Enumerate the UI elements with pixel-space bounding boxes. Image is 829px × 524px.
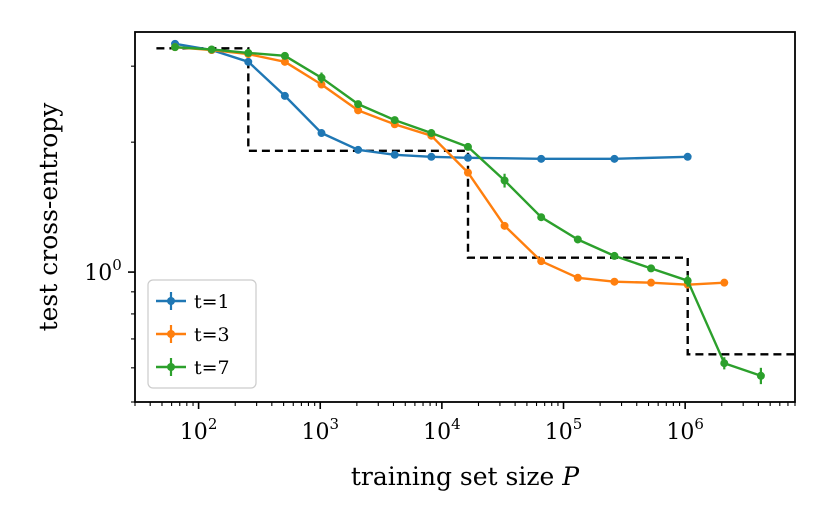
x-tick-label: 102 xyxy=(180,415,218,445)
data-point xyxy=(280,51,289,60)
data-point xyxy=(610,277,619,286)
data-point xyxy=(683,152,692,161)
x-tick-exponent: 5 xyxy=(573,415,583,433)
x-tick-base: 10 xyxy=(545,420,573,445)
data-point xyxy=(610,154,619,163)
data-point xyxy=(244,57,253,66)
data-point xyxy=(573,273,582,282)
data-point xyxy=(720,359,729,368)
data-point xyxy=(500,221,509,230)
legend: t=1 t=3 t=7 xyxy=(147,279,257,389)
data-point xyxy=(683,276,692,285)
data-point xyxy=(573,235,582,244)
data-point xyxy=(244,48,253,57)
data-point xyxy=(280,57,289,66)
series-3 xyxy=(171,43,765,385)
data-point xyxy=(537,154,546,163)
legend-swatch-marker xyxy=(167,363,175,371)
data-point xyxy=(610,251,619,260)
data-point xyxy=(427,152,436,161)
legend-label: t=3 xyxy=(194,324,230,346)
y-tick-exponent: 0 xyxy=(112,256,122,274)
legend-swatch-marker xyxy=(167,330,175,338)
x-tick-base: 10 xyxy=(301,420,329,445)
legend-box xyxy=(147,279,257,389)
data-point xyxy=(463,168,472,177)
x-tick-label: 106 xyxy=(666,415,704,445)
legend-label: t=1 xyxy=(194,291,230,313)
data-point xyxy=(463,142,472,151)
legend-swatch-marker xyxy=(167,297,175,305)
data-point xyxy=(537,213,546,222)
plot-area xyxy=(156,39,795,385)
data-point xyxy=(647,264,656,273)
x-tick-base: 10 xyxy=(180,420,208,445)
series-line-1 xyxy=(174,42,688,161)
data-point xyxy=(207,45,216,54)
data-point xyxy=(171,43,180,52)
data-point xyxy=(317,73,326,82)
data-point xyxy=(390,116,399,125)
data-point xyxy=(500,176,509,185)
x-tick-base: 10 xyxy=(423,420,451,445)
y-tick-label: 100 xyxy=(84,256,122,286)
data-point xyxy=(354,106,363,115)
x-tick-base: 10 xyxy=(666,420,694,445)
data-point xyxy=(720,278,729,287)
data-point xyxy=(756,371,765,380)
data-point xyxy=(427,129,436,138)
series-1 xyxy=(171,39,692,163)
data-point xyxy=(280,91,289,100)
x-tick-exponent: 3 xyxy=(329,415,339,433)
x-tick-label: 103 xyxy=(301,415,339,445)
y-axis-label: test cross-entropy xyxy=(34,102,63,332)
x-tick-exponent: 4 xyxy=(451,415,461,433)
x-tick-exponent: 2 xyxy=(208,415,218,433)
data-point xyxy=(537,257,546,266)
series-line-2 xyxy=(174,46,725,286)
data-point xyxy=(463,153,472,162)
legend-label: t=7 xyxy=(194,357,230,379)
data-point xyxy=(317,129,326,138)
x-tick-label: 104 xyxy=(423,415,461,445)
y-tick-base: 10 xyxy=(84,261,112,286)
x-axis-label: training set size P xyxy=(351,462,580,491)
x-tick-exponent: 6 xyxy=(694,415,704,433)
plot-frame xyxy=(134,31,796,403)
data-point xyxy=(354,145,363,154)
x-tick-label: 105 xyxy=(545,415,583,445)
data-point xyxy=(317,80,326,89)
data-point xyxy=(354,100,363,109)
data-point xyxy=(390,150,399,159)
data-point xyxy=(647,278,656,287)
